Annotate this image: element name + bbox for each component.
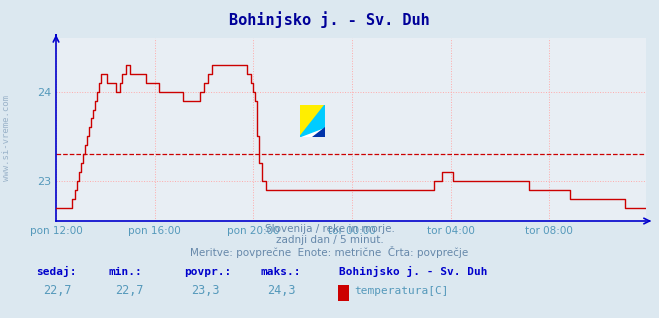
Text: 23,3: 23,3 (191, 284, 219, 297)
Text: povpr.:: povpr.: (185, 267, 232, 277)
Text: Bohinjsko j. - Sv. Duh: Bohinjsko j. - Sv. Duh (229, 11, 430, 28)
Text: min.:: min.: (109, 267, 142, 277)
Text: Bohinjsko j. - Sv. Duh: Bohinjsko j. - Sv. Duh (339, 266, 488, 277)
Polygon shape (312, 127, 325, 137)
Text: Meritve: povprečne  Enote: metrične  Črta: povprečje: Meritve: povprečne Enote: metrične Črta:… (190, 246, 469, 259)
Text: temperatura[C]: temperatura[C] (354, 286, 448, 296)
Text: 22,7: 22,7 (43, 284, 71, 297)
Polygon shape (300, 105, 325, 137)
Polygon shape (300, 105, 325, 137)
Text: Slovenija / reke in morje.: Slovenija / reke in morje. (264, 224, 395, 234)
Text: zadnji dan / 5 minut.: zadnji dan / 5 minut. (275, 235, 384, 245)
Text: www.si-vreme.com: www.si-vreme.com (2, 95, 11, 181)
Text: 24,3: 24,3 (267, 284, 295, 297)
Text: sedaj:: sedaj: (36, 266, 76, 277)
Text: 22,7: 22,7 (115, 284, 144, 297)
Text: maks.:: maks.: (260, 267, 301, 277)
